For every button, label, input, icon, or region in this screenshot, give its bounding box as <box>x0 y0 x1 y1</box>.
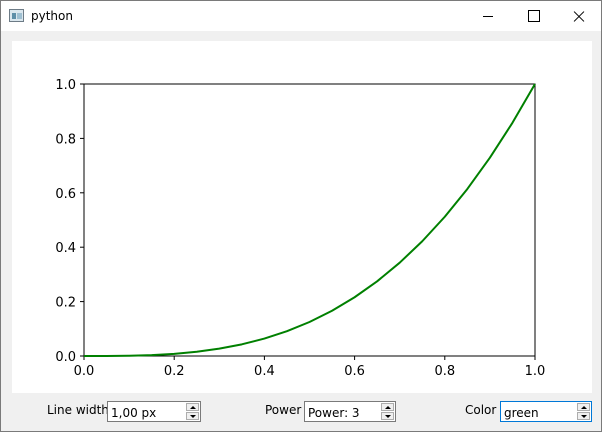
line-width-down-arrow-icon[interactable] <box>186 412 199 420</box>
line-width-spinbox[interactable]: 1,00 px <box>107 401 201 422</box>
series-line <box>83 83 536 357</box>
power-up-arrow-icon[interactable] <box>381 403 394 411</box>
y-tick-label: 0.6 <box>55 187 76 202</box>
title-bar[interactable]: python <box>1 1 601 31</box>
color-value: green <box>504 406 539 420</box>
color-label: Color <box>465 403 497 417</box>
color-up-arrow-icon[interactable] <box>577 403 590 411</box>
x-tick-label: 0.2 <box>164 364 185 379</box>
python-app-icon[interactable] <box>9 9 24 22</box>
line-width-value: 1,00 px <box>111 406 157 420</box>
window-title: python <box>31 9 73 23</box>
line-chart: 0.0 0.2 0.4 0.6 0.8 1.0 0.0 0.2 0.4 0.6 0.8 1.0 <box>55 78 546 379</box>
y-tick-label: 0.2 <box>55 296 76 311</box>
color-down-arrow-icon[interactable] <box>577 412 590 420</box>
power-value: Power: 3 <box>308 406 360 420</box>
minimize-button[interactable] <box>465 1 511 31</box>
x-tick-label: 0.6 <box>344 364 365 379</box>
x-tick-label: 0.8 <box>434 364 455 379</box>
maximize-button[interactable] <box>511 1 557 31</box>
axes-frame <box>83 83 536 357</box>
color-spinbox[interactable]: green <box>500 401 592 422</box>
y-tick-label: 0.0 <box>55 350 76 365</box>
y-tick-label: 1.0 <box>55 78 76 93</box>
line-width-label: Line width <box>47 403 109 417</box>
line-width-up-arrow-icon[interactable] <box>186 403 199 411</box>
power-spinbox[interactable]: Power: 3 <box>304 401 396 422</box>
y-tick-label: 0.8 <box>55 132 76 147</box>
close-button[interactable] <box>556 1 602 31</box>
plot-canvas: 0.0 0.2 0.4 0.6 0.8 1.0 0.0 0.2 0.4 0.6 0.8 1.0 <box>12 41 592 393</box>
power-label: Power <box>265 403 302 417</box>
x-tick-label: 0.4 <box>254 364 275 379</box>
y-tick-label: 0.4 <box>55 241 76 256</box>
x-tick-label: 0.0 <box>74 364 95 379</box>
controls-bar: Line width 1,00 px Power Power: 3 Color … <box>1 398 601 428</box>
x-tick-label: 1.0 <box>525 364 546 379</box>
power-down-arrow-icon[interactable] <box>381 412 394 420</box>
